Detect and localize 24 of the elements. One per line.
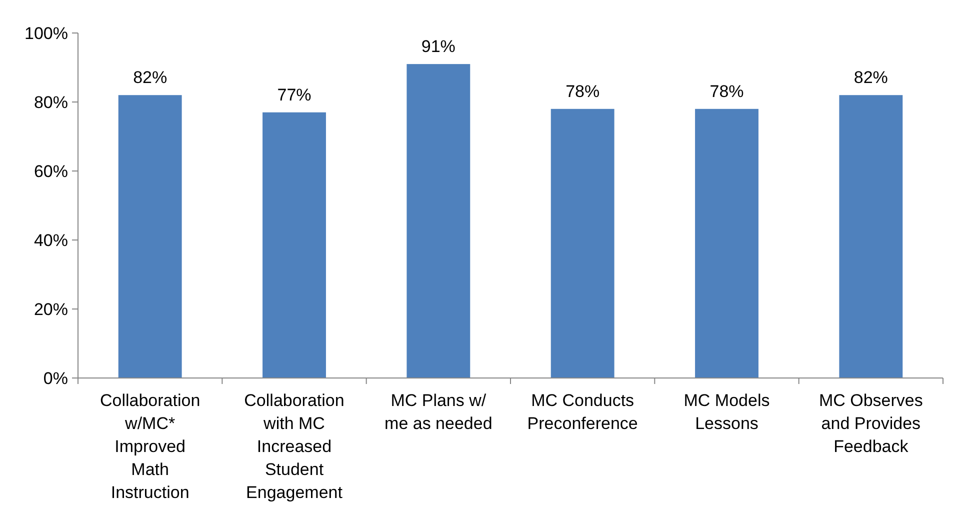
x-tick-label: MC Plans w/ me as needed (384, 391, 492, 433)
data-label: 78% (710, 82, 744, 101)
x-tick-label: Collaboration w/MC* Improved Math Instruction (100, 391, 200, 502)
x-tick-label: MC Observes and Provides Feedback (818, 391, 923, 456)
bar (839, 95, 903, 378)
x-tick-label: MC Conducts Preconference (527, 391, 638, 433)
y-tick-label: 60% (34, 162, 68, 181)
y-tick-label: 40% (34, 230, 68, 250)
data-label: 77% (277, 85, 312, 104)
bar (262, 112, 326, 378)
y-tick-label: 100% (24, 24, 68, 43)
bar (695, 108, 758, 378)
y-tick-label: 0% (43, 368, 68, 388)
data-label: 82% (133, 68, 168, 88)
x-tick-label: Collaboration with MC Increased Student Engagement (244, 391, 344, 502)
bar (406, 64, 470, 378)
bar (118, 95, 182, 378)
data-label: 91% (421, 37, 456, 56)
y-tick-label: 80% (34, 92, 68, 112)
bar (550, 108, 614, 378)
y-tick-label: 20% (34, 300, 68, 319)
data-label: 78% (566, 82, 600, 101)
data-label: 82% (854, 68, 888, 88)
x-tick-label: MC Models Lessons (684, 391, 770, 433)
